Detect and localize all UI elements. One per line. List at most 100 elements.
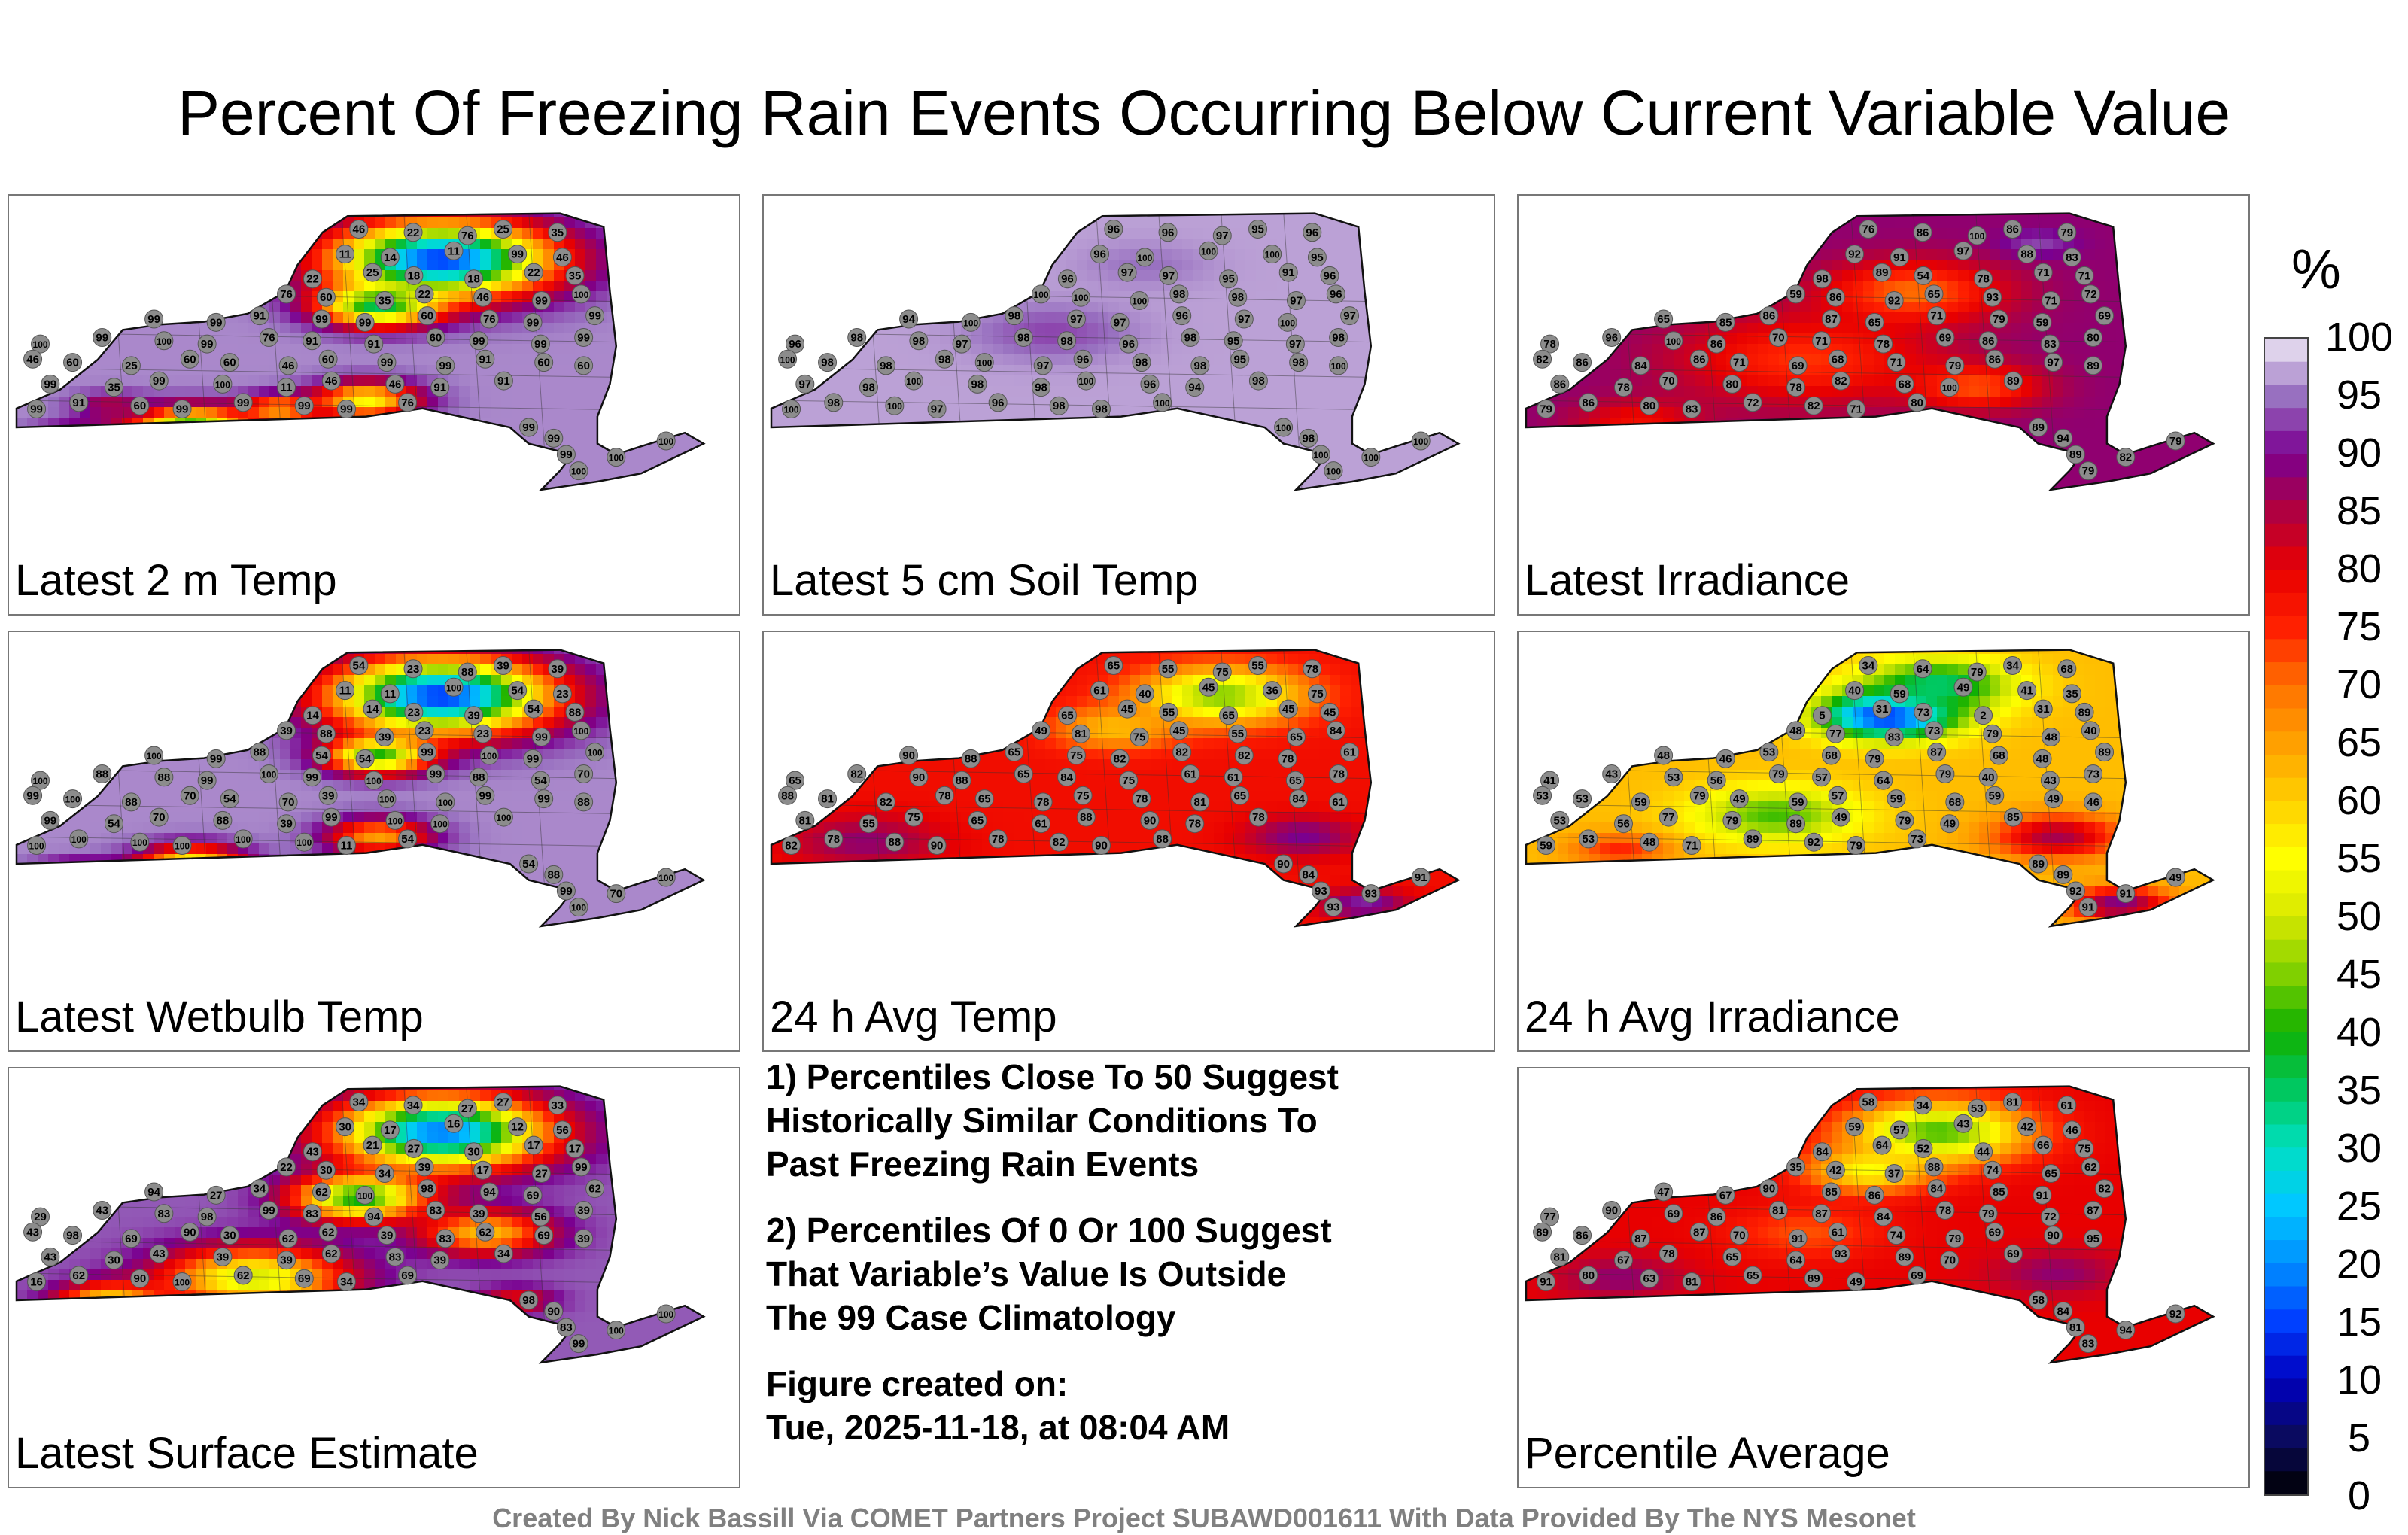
field-cell [1288, 460, 1299, 471]
field-cell [877, 428, 888, 439]
field-cell [670, 397, 681, 408]
field-cell [1435, 460, 1446, 471]
field-cell [803, 407, 814, 418]
field-cell [1414, 302, 1425, 313]
field-cell [1224, 323, 1236, 334]
field-cell [1446, 365, 1457, 376]
field-cell [712, 312, 723, 324]
field-cell [2221, 228, 2233, 239]
station-value: 98 [827, 397, 840, 409]
field-cell [2158, 217, 2169, 229]
field-cell [2190, 213, 2201, 218]
field-cell [459, 354, 470, 366]
field-cell [512, 213, 523, 218]
field-cell [470, 449, 481, 460]
field-cell [1435, 365, 1446, 376]
field-cell [1003, 333, 1014, 345]
field-cell [322, 239, 333, 250]
field-cell [771, 449, 783, 460]
field-cell [792, 239, 804, 250]
field-cell [122, 470, 133, 482]
field-cell [1382, 460, 1394, 471]
field-cell [364, 354, 375, 366]
field-cell [1768, 281, 1780, 292]
field-cell [417, 260, 428, 271]
station-dot [415, 284, 434, 304]
station-dot [1159, 266, 1178, 285]
field-cell [491, 344, 502, 355]
station-value: 35 [379, 295, 391, 308]
field-cell [111, 428, 123, 439]
station-dot [1340, 306, 1360, 326]
field-cell [1087, 481, 1099, 490]
field-cell [1446, 217, 1457, 229]
field-cell [470, 491, 481, 503]
field-cell [2000, 291, 2011, 302]
field-cell [649, 418, 660, 429]
field-cell [185, 228, 196, 239]
field-cell [17, 375, 28, 387]
field-cell [1172, 260, 1183, 271]
station-value: 22 [528, 266, 540, 279]
field-cell [1182, 481, 1193, 490]
field-cell [2169, 270, 2180, 281]
field-cell [501, 481, 512, 490]
field-cell [1203, 270, 1215, 281]
station-value: 46 [476, 291, 489, 304]
station-dot [1005, 306, 1024, 326]
field-cell [1747, 249, 1759, 260]
field-cell [1277, 365, 1288, 376]
field-cell [2053, 239, 2064, 250]
field-cell [132, 260, 144, 271]
station-dot [909, 331, 929, 351]
field-cell [375, 428, 386, 439]
field-cell [638, 418, 649, 429]
field-cell [1266, 491, 1278, 503]
station-dot [782, 400, 801, 419]
field-cell [971, 291, 983, 302]
field-cell [670, 344, 681, 355]
field-cell [1035, 302, 1046, 313]
field-cell [512, 386, 523, 397]
field-cell [1958, 312, 1969, 324]
field-cell [354, 249, 365, 260]
field-cell [993, 302, 1004, 313]
field-cell [427, 397, 439, 408]
field-cell [680, 386, 692, 397]
field-cell [248, 375, 260, 387]
field-cell [111, 312, 123, 324]
field-cell [290, 491, 302, 503]
field-cell [680, 228, 692, 239]
field-cell [929, 470, 941, 482]
field-cell [961, 354, 972, 366]
field-cell [122, 217, 133, 229]
field-cell [1108, 418, 1120, 429]
field-cell [1309, 344, 1320, 355]
field-cell [1537, 249, 1548, 260]
field-cell [375, 470, 386, 482]
field-cell [111, 228, 123, 239]
field-cell [2169, 302, 2180, 313]
field-cell [1684, 213, 1695, 218]
field-cell [1035, 239, 1046, 250]
station-marker: 46 [349, 219, 369, 239]
field-cell [512, 312, 523, 324]
field-cell [628, 407, 639, 418]
field-cell [59, 302, 70, 313]
field-cell [898, 249, 909, 260]
field-cell [290, 249, 302, 260]
field-cell [856, 312, 867, 324]
field-cell [533, 407, 544, 418]
field-cell [1024, 375, 1035, 387]
field-cell [982, 407, 993, 418]
field-cell [2127, 291, 2138, 302]
field-cell [217, 270, 228, 281]
field-cell [1937, 228, 1948, 239]
field-cell [259, 213, 270, 218]
field-cell [1224, 386, 1236, 397]
field-cell [491, 249, 502, 260]
field-cell [269, 260, 281, 271]
station-dot [1299, 428, 1318, 448]
field-cell [1056, 312, 1067, 324]
field-cell [940, 302, 951, 313]
